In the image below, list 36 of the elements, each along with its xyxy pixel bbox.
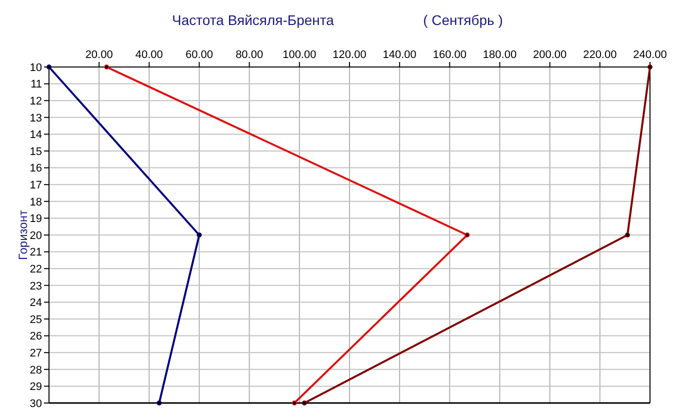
x-tick-label: 220.00 <box>583 49 617 61</box>
x-tick-label: 240.00 <box>633 49 667 61</box>
y-tick-label: 16 <box>30 162 42 175</box>
y-tick-label: 13 <box>30 112 42 124</box>
y-tick-label: 30 <box>30 398 42 410</box>
y-tick-label: 22 <box>30 263 42 276</box>
y-tick-label: 17 <box>30 179 42 192</box>
chart-subtitle: ( Сентябрь ) <box>423 12 503 28</box>
y-tick-label: 26 <box>30 330 42 343</box>
x-tick-label: 140.00 <box>382 49 416 61</box>
y-tick-label: 10 <box>30 62 42 74</box>
y-tick-label: 27 <box>30 347 42 360</box>
y-tick-label: 12 <box>30 95 42 108</box>
y-tick-label: 20 <box>30 230 42 242</box>
y-tick-label: 11 <box>30 78 42 91</box>
x-tick-label: 80.00 <box>236 49 264 61</box>
y-tick-label: 21 <box>30 246 42 259</box>
x-tick-label: 60.00 <box>185 49 214 61</box>
x-tick-label: 200.00 <box>533 49 567 61</box>
x-tick-label: 40.00 <box>135 49 163 61</box>
y-tick-label: 28 <box>30 364 42 376</box>
y-tick-label: 14 <box>30 129 42 142</box>
x-tick-label: 120.00 <box>332 49 366 61</box>
y-tick-label: 23 <box>30 280 42 292</box>
y-tick-label: 19 <box>30 213 42 226</box>
y-tick-label: 18 <box>30 196 42 208</box>
x-tick-label: 100.00 <box>282 49 316 61</box>
y-tick-label: 25 <box>30 314 42 326</box>
x-tick-label: 180.00 <box>482 49 517 61</box>
y-tick-label: 24 <box>30 297 42 310</box>
x-tick-label: 20.00 <box>85 49 113 61</box>
y-tick-label: 15 <box>30 146 42 158</box>
chart-title: Частота Вяйсяля-Брента <box>172 12 334 28</box>
y-axis-title: Горизонт <box>16 210 30 260</box>
y-tick-label: 29 <box>30 381 42 394</box>
x-tick-label: 160.00 <box>432 49 466 61</box>
